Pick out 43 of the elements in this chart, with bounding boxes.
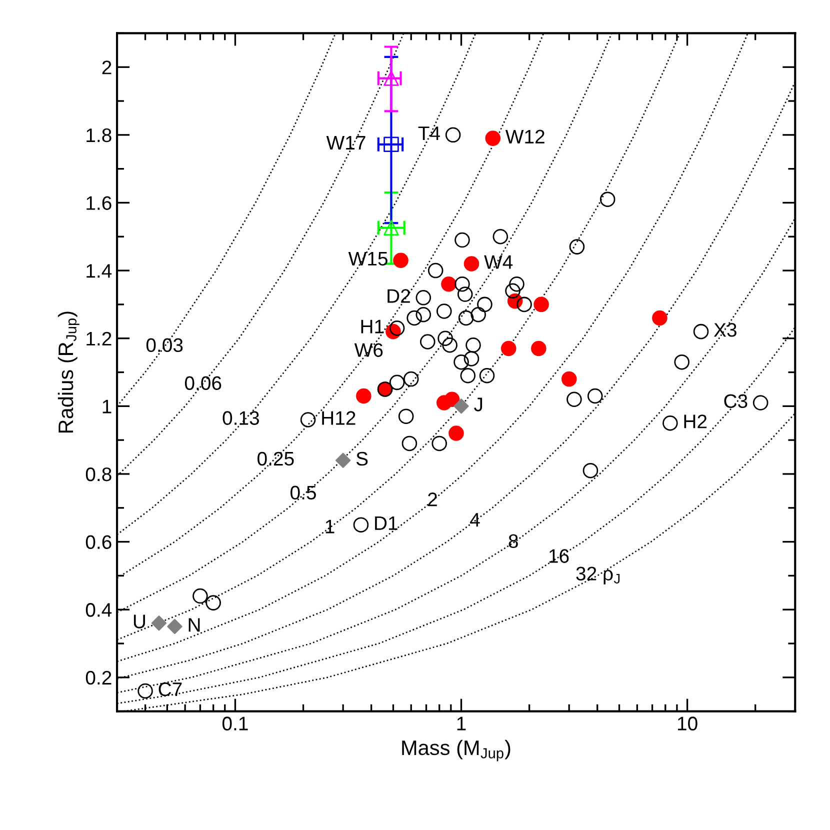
annotation: C7 xyxy=(158,682,182,696)
y-tick-label: 0.2 xyxy=(86,670,112,685)
annotation: 16 xyxy=(549,549,569,563)
annotation: 32 ρ$_{J}$ xyxy=(576,566,620,584)
annotation: U xyxy=(134,614,145,628)
annotation: T4 xyxy=(418,126,440,140)
y-axis-title: Radius (R$_{Jup}$) xyxy=(58,312,80,433)
x-tick-label: 1 xyxy=(457,716,466,730)
annotation: J xyxy=(474,398,482,412)
annotation: N xyxy=(188,618,200,632)
annotation: D1 xyxy=(375,516,398,530)
annotation: W6 xyxy=(354,343,383,357)
annotation: H2 xyxy=(684,414,707,428)
annotation: W15 xyxy=(348,252,388,266)
x-axis-title: Mass (M$_{Jup}$) xyxy=(402,740,510,762)
annotation: H1 xyxy=(361,320,384,334)
annotation: D2 xyxy=(388,289,410,303)
annotation: 4 xyxy=(470,513,480,526)
annotation: 0.06 xyxy=(184,376,222,390)
annotation: W12 xyxy=(505,130,544,144)
annotation: 0.5 xyxy=(290,486,316,500)
x-tick-label: 0.1 xyxy=(222,716,248,730)
y-tick-label: 1.4 xyxy=(86,264,112,278)
annotation: W17 xyxy=(326,136,366,150)
annotation: 0.03 xyxy=(146,338,183,352)
annotation: 0.13 xyxy=(222,411,260,425)
y-tick-label: 0.8 xyxy=(86,467,112,482)
annotation: 0.25 xyxy=(258,452,294,466)
annotation: H12 xyxy=(322,411,356,425)
y-tick-label: 1.8 xyxy=(86,128,112,142)
annotation: W4 xyxy=(484,255,513,269)
y-tick-label: 0.6 xyxy=(86,535,112,550)
x-tick-label: 10 xyxy=(678,716,698,730)
annotation: S xyxy=(356,452,368,466)
y-tick-label: 2 xyxy=(102,60,112,74)
annotation: 1 xyxy=(326,520,334,534)
y-tick-label: 1 xyxy=(102,400,112,414)
y-tick-label: 1.6 xyxy=(86,196,112,210)
annotation: X3 xyxy=(714,323,736,337)
y-tick-label: 1.2 xyxy=(86,332,112,346)
y-tick-label: 0.4 xyxy=(86,603,112,617)
annotation: 8 xyxy=(508,534,518,548)
annotation: C3 xyxy=(724,394,748,408)
